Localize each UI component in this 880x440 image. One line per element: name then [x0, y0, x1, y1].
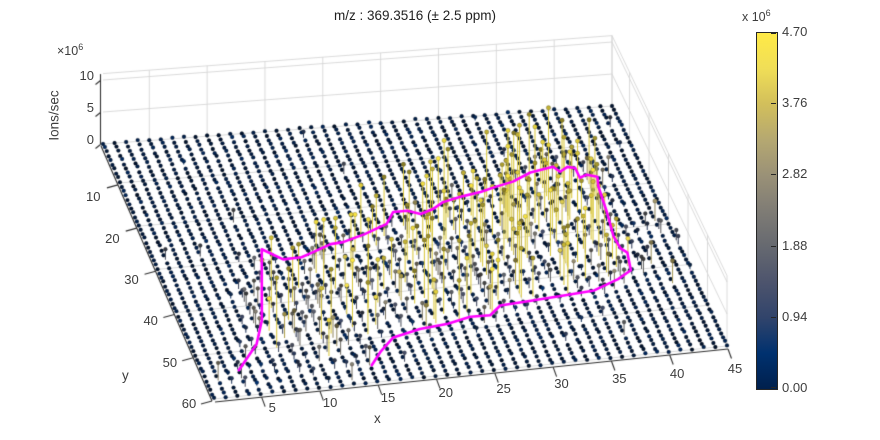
z-tick-label: 5 — [86, 99, 94, 115]
colorbar-tick-label: 2.82 — [782, 166, 808, 182]
z-tick-label: 10 — [79, 67, 94, 83]
y-tick-label: 60 — [181, 396, 197, 411]
x-axis-label: x — [374, 411, 381, 426]
colorbar-tick-mark — [771, 386, 776, 388]
colorbar-tick-mark — [771, 103, 776, 105]
x-tick-label: 40 — [669, 365, 685, 381]
colorbar-tick-label: 0.00 — [782, 380, 808, 395]
plot-title: m/z : 369.3516 (± 2.5 ppm) — [334, 8, 496, 23]
x-tick-label: 5 — [268, 400, 276, 416]
colorbar-tick-mark — [771, 316, 776, 318]
y-tick-label: 50 — [162, 354, 178, 370]
y-tick-label: 40 — [143, 313, 158, 329]
colorbar-tick-label: 3.76 — [782, 95, 808, 111]
colorbar-tick-label: 0.94 — [782, 308, 808, 324]
colorbar-exponent: x 106 — [742, 8, 771, 25]
x-tick-label: 20 — [438, 385, 454, 401]
colorbar-tick-label: 1.88 — [782, 237, 808, 253]
y-tick-label: 20 — [105, 230, 120, 246]
z-axis-exponent: ×106 — [57, 42, 84, 59]
x-tick-label: 45 — [727, 361, 743, 376]
colorbar-tick-label: 4.70 — [782, 24, 808, 39]
colorbar-tick-mark — [771, 174, 776, 176]
x-tick-label: 30 — [554, 375, 569, 391]
colorbar-tick-mark — [771, 33, 776, 34]
y-tick-label: 30 — [124, 271, 139, 287]
z-tick-label: 0 — [86, 131, 94, 147]
y-tick-label: 10 — [86, 189, 101, 205]
colorbar-tick-mark — [771, 245, 776, 247]
y-axis-label: y — [122, 368, 129, 383]
x-tick-label: 10 — [322, 395, 338, 411]
x-tick-label: 25 — [496, 380, 511, 396]
colorbar — [756, 32, 778, 390]
x-tick-label: 15 — [380, 390, 396, 406]
x-tick-label: 35 — [612, 370, 627, 386]
